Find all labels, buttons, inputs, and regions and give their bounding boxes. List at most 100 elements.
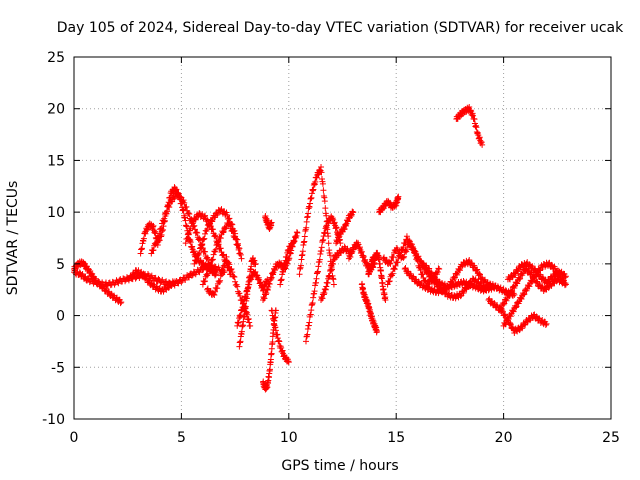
data-point — [313, 275, 320, 282]
data-point — [473, 267, 480, 274]
series-SDTVAR-ah — [504, 259, 569, 287]
data-point — [163, 278, 170, 285]
x-tick-label: 25 — [602, 430, 620, 446]
data-point — [226, 261, 233, 268]
data-point — [403, 233, 410, 240]
data-point — [156, 230, 163, 237]
data-point — [214, 241, 221, 248]
series-SDTVAR-t — [333, 208, 357, 247]
data-point — [330, 276, 337, 283]
data-point — [237, 250, 244, 257]
data-point — [187, 217, 194, 224]
data-point — [526, 283, 533, 290]
data-point — [327, 252, 334, 259]
data-point — [230, 273, 237, 280]
data-point — [226, 215, 233, 222]
data-point — [303, 224, 310, 231]
series-SDTVAR-ac — [446, 257, 499, 292]
data-point — [229, 227, 236, 234]
data-point — [297, 262, 304, 269]
data-point — [175, 190, 182, 197]
series-SDTVAR-q — [296, 164, 337, 288]
y-tick-label: 25 — [47, 50, 65, 66]
data-point — [322, 205, 329, 212]
x-tick-label: 0 — [70, 430, 79, 446]
y-tick-label: 10 — [47, 205, 65, 221]
data-point — [435, 281, 442, 288]
data-point — [183, 203, 190, 210]
data-point — [311, 288, 318, 295]
data-point — [186, 211, 193, 218]
data-point — [232, 233, 239, 240]
data-point — [406, 241, 413, 248]
data-point — [506, 275, 513, 282]
data-point — [185, 210, 192, 217]
data-point — [531, 274, 538, 281]
data-point — [210, 251, 217, 258]
y-tick-label: 0 — [56, 309, 65, 325]
data-point — [158, 225, 165, 232]
data-point — [392, 262, 399, 269]
data-point — [180, 197, 187, 204]
data-point — [232, 236, 239, 243]
data-point — [182, 276, 189, 283]
data-point — [432, 278, 439, 285]
data-point — [232, 278, 239, 285]
data-point — [245, 283, 252, 290]
data-point — [514, 268, 521, 275]
data-point — [215, 238, 222, 245]
data-point — [150, 247, 157, 254]
data-point — [152, 274, 159, 281]
data-point — [151, 240, 158, 247]
data-point — [211, 291, 218, 298]
data-point — [175, 280, 182, 287]
data-point — [386, 278, 393, 285]
data-point — [198, 244, 205, 251]
data-point — [211, 270, 218, 277]
data-point — [212, 246, 219, 253]
data-point — [403, 246, 410, 253]
series-SDTVAR-x — [376, 193, 402, 216]
data-point — [247, 322, 254, 329]
data-point — [508, 288, 515, 295]
data-point — [301, 233, 308, 240]
data-point — [562, 274, 569, 281]
data-point — [456, 267, 463, 274]
data-point — [518, 296, 525, 303]
data-point — [219, 267, 226, 274]
data-point — [204, 216, 211, 223]
data-point — [212, 233, 219, 240]
data-point — [178, 278, 185, 285]
data-point — [514, 280, 521, 287]
data-point — [387, 260, 394, 267]
data-point — [164, 207, 171, 214]
data-point — [384, 281, 391, 288]
series-SDTVAR-p — [277, 240, 297, 288]
data-point — [84, 275, 91, 282]
data-point — [395, 193, 402, 200]
data-point — [269, 338, 276, 345]
data-point — [271, 317, 278, 324]
data-point — [476, 271, 483, 278]
data-point — [418, 260, 425, 267]
data-point — [373, 328, 380, 335]
data-point — [504, 317, 511, 324]
data-point — [454, 271, 461, 278]
data-point — [237, 251, 244, 258]
y-tick-label: 15 — [47, 153, 65, 169]
data-point — [196, 210, 203, 217]
data-point — [350, 209, 357, 216]
data-point — [506, 293, 513, 300]
data-point — [236, 290, 243, 297]
data-point — [543, 320, 550, 327]
data-point — [323, 212, 330, 219]
data-point — [223, 209, 230, 216]
data-point — [419, 260, 426, 267]
data-point — [227, 221, 234, 228]
data-point — [217, 277, 224, 284]
data-point — [184, 235, 191, 241]
data-point — [228, 265, 235, 272]
data-point — [209, 256, 216, 263]
data-point — [453, 270, 460, 277]
data-point — [205, 266, 212, 273]
